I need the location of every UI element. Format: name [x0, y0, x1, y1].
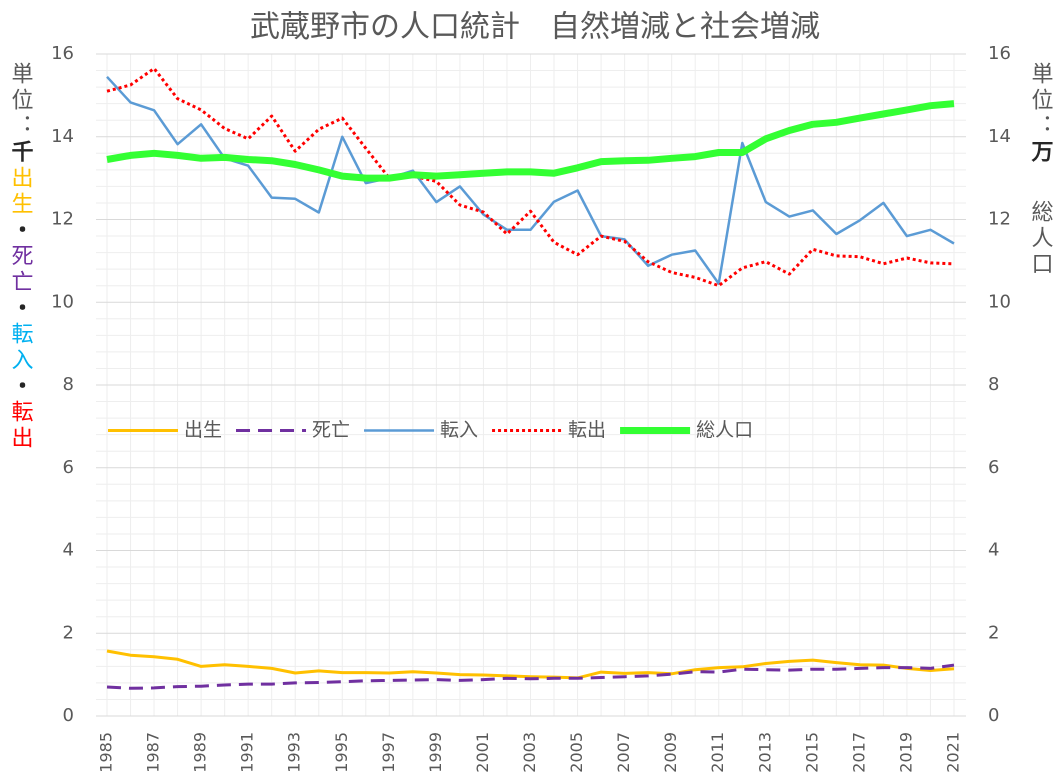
series-line: [106, 663, 955, 690]
chart-title: 武蔵野市の人口統計 自然増減と社会増減: [250, 10, 820, 45]
series-line: [106, 67, 955, 288]
y-tick-label: 8: [63, 374, 74, 395]
y-tick-label: 2: [63, 622, 74, 643]
legend-label: 死亡: [312, 419, 350, 441]
y-axis-label-part: 千: [8, 140, 34, 166]
y-tick-label: 14: [51, 126, 74, 147]
x-tick-label: 1989: [191, 732, 210, 773]
y2-axis-label: 単位：万: [1028, 62, 1055, 166]
x-tick-label: 1993: [285, 732, 304, 773]
y2-axis-series-label: 総人口: [1028, 200, 1054, 278]
legend-label: 出生: [184, 419, 222, 441]
y-axis-label-part: ・: [8, 374, 33, 400]
y2-axis-label-part: 万: [1028, 140, 1055, 166]
x-tick-label: 2005: [567, 732, 586, 773]
y-axis-label-part: 転入: [8, 322, 34, 374]
x-tick-label: 1987: [144, 732, 163, 773]
y2-tick-label: 16: [988, 43, 1011, 64]
y-axis-label: 単位：千出生・死亡・転入・転出: [8, 62, 34, 452]
y-tick-label: 0: [63, 705, 74, 726]
legend-label: 総人口: [696, 419, 753, 441]
y-tick-label: 10: [51, 291, 74, 312]
x-tick-label: 2003: [520, 732, 539, 773]
y2-tick-label: 10: [988, 291, 1011, 312]
y-axis-label-part: 出生: [8, 166, 33, 218]
y-axis-label-part: 転出: [8, 400, 34, 452]
y2-tick-label: 4: [988, 540, 999, 561]
x-tick-label: 2001: [473, 732, 492, 773]
y-tick-label: 4: [63, 540, 74, 561]
x-tick-label: 2017: [849, 732, 868, 773]
x-tick-label: 2021: [944, 732, 963, 773]
x-tick-label: 2007: [614, 732, 633, 773]
x-tick-label: 1995: [332, 732, 351, 773]
x-tick-label: 1985: [97, 732, 116, 773]
legend-label: 転入: [440, 419, 478, 441]
x-tick-label: 2009: [661, 732, 680, 773]
y-axis-label-part: ・: [8, 218, 33, 244]
x-tick-label: 2013: [755, 732, 774, 773]
y-tick-label: 16: [51, 43, 74, 64]
y-axis-label-part: ・: [8, 296, 33, 322]
y2-tick-label: 6: [988, 457, 999, 478]
y-axis-label-part: 死亡: [8, 244, 34, 296]
legend-label: 転出: [568, 419, 606, 441]
x-tick-label: 1991: [238, 732, 257, 773]
y2-axis-label-part: 単位：: [1028, 62, 1054, 140]
y2-tick-label: 2: [988, 622, 999, 643]
y2-tick-label: 14: [988, 126, 1011, 147]
y-tick-label: 6: [63, 457, 74, 478]
x-tick-label: 2015: [802, 732, 821, 773]
series-line: [106, 649, 955, 680]
y2-tick-label: 0: [988, 705, 999, 726]
x-tick-label: 1997: [379, 732, 398, 773]
series-line: [106, 75, 955, 285]
y2-tick-label: 8: [988, 374, 999, 395]
y2-tick-label: 12: [988, 209, 1011, 230]
x-tick-label: 1999: [426, 732, 445, 773]
series-line: [106, 100, 955, 182]
x-tick-label: 2011: [708, 732, 727, 773]
y-axis-label-part: 単位：: [8, 62, 34, 140]
y-tick-label: 12: [51, 209, 74, 230]
x-tick-label: 2019: [896, 732, 915, 773]
